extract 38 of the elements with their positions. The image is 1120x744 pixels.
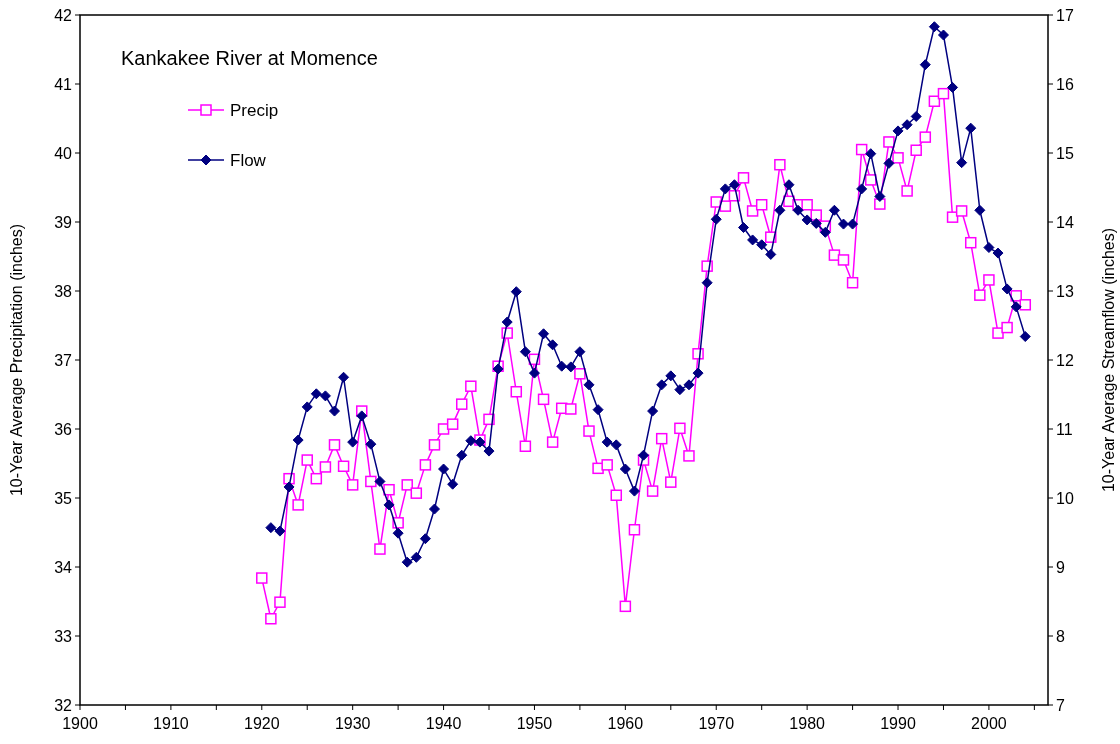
x-tick-label: 1960 bbox=[607, 715, 644, 732]
y2-tick-label: 10 bbox=[1056, 489, 1074, 507]
x-tick-label: 1930 bbox=[334, 715, 371, 732]
x-tick-label: 2000 bbox=[971, 715, 1007, 732]
legend-label: Precip bbox=[230, 100, 279, 120]
x-tick-label: 1910 bbox=[153, 715, 189, 732]
y2-tick-label: 15 bbox=[1056, 144, 1074, 162]
y-tick-label: 38 bbox=[54, 282, 73, 300]
y-axis-title: 10-Year Average Precipitation (inches) bbox=[8, 223, 25, 497]
y2-tick-label: 8 bbox=[1056, 627, 1065, 645]
y2-tick-label: 9 bbox=[1056, 558, 1065, 576]
y-tick-label: 37 bbox=[54, 351, 73, 369]
y-tick-label: 42 bbox=[54, 6, 73, 24]
x-tick-label: 1990 bbox=[880, 715, 916, 732]
x-tick-label: 1980 bbox=[789, 715, 826, 732]
y-tick-label: 33 bbox=[54, 627, 73, 645]
x-tick-label: 1950 bbox=[516, 715, 553, 732]
legend-label: Flow bbox=[230, 150, 267, 170]
y2-tick-label: 7 bbox=[1056, 696, 1065, 714]
y-tick-label: 41 bbox=[54, 75, 73, 93]
y-tick-label: 36 bbox=[54, 420, 73, 438]
y2-tick-label: 17 bbox=[1056, 6, 1074, 24]
y-tick-label: 35 bbox=[54, 489, 73, 507]
x-tick-label: 1940 bbox=[425, 715, 462, 732]
text: Kankakee River at Momence bbox=[121, 47, 378, 69]
y2-axis-title: 10-Year Average Streamflow (inches) bbox=[1100, 227, 1117, 493]
y-tick-label: 39 bbox=[54, 213, 73, 231]
y-tick-label: 32 bbox=[54, 696, 73, 714]
y2-tick-label: 16 bbox=[1056, 75, 1074, 93]
x-tick-label: 1920 bbox=[243, 715, 280, 732]
x-tick-label: 1900 bbox=[62, 715, 98, 732]
x-tick-label: 1970 bbox=[698, 715, 735, 732]
y-tick-label: 40 bbox=[54, 144, 73, 162]
y2-tick-label: 13 bbox=[1056, 282, 1074, 300]
y2-tick-label: 12 bbox=[1056, 351, 1074, 369]
y2-tick-label: 14 bbox=[1056, 213, 1074, 231]
y2-tick-label: 11 bbox=[1056, 420, 1073, 438]
y-tick-label: 34 bbox=[54, 558, 73, 576]
